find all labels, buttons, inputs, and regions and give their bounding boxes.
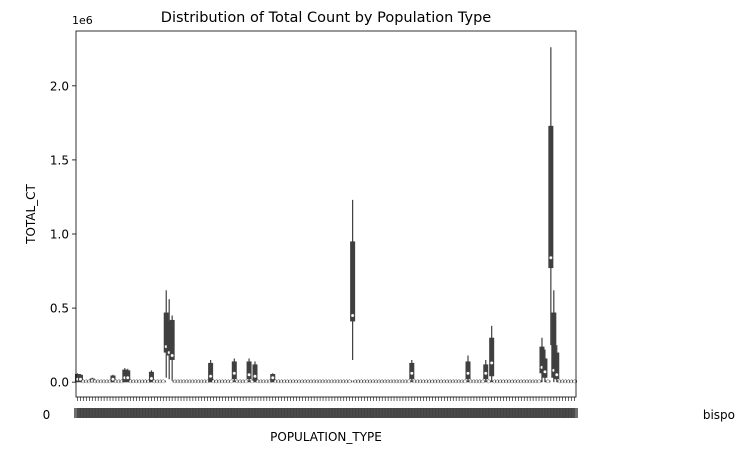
violin-box xyxy=(163,312,169,353)
plot-area xyxy=(74,47,578,384)
violin-median xyxy=(229,379,234,384)
x-tick-label-fragment-left: 0 xyxy=(43,408,51,422)
violin-box xyxy=(252,364,258,381)
violin-box xyxy=(489,337,495,377)
y-tick-label: 0.5 xyxy=(50,302,69,316)
y-axis: 0.0 0.5 1.0 1.5 2.0 xyxy=(50,79,76,390)
x-axis-label: POPULATION_TYPE xyxy=(270,430,382,444)
violin-box xyxy=(548,125,554,269)
y-axis-label: TOTAL_CT xyxy=(24,183,38,244)
violin-box xyxy=(465,361,471,380)
violin-median xyxy=(489,361,494,365)
violin-median xyxy=(78,377,83,381)
violin-median xyxy=(126,375,130,380)
violin-median xyxy=(410,371,414,376)
violin-median xyxy=(347,379,352,384)
violin-box xyxy=(246,361,252,380)
violin-median xyxy=(481,379,485,384)
violin-median xyxy=(170,353,174,358)
violin-box xyxy=(539,346,545,374)
axes-frame xyxy=(75,30,577,398)
violin-box xyxy=(166,321,172,356)
violin-box xyxy=(554,352,560,380)
y-tick-label: 1.5 xyxy=(50,153,69,167)
y-tick-label: 2.0 xyxy=(50,79,69,93)
violin-box xyxy=(231,361,237,380)
chart-title: Distribution of Total Count by Populatio… xyxy=(161,10,491,26)
y-tick-label: 0.0 xyxy=(50,376,69,390)
violin-box xyxy=(350,241,356,322)
x-tick-label-fragment-right: bispo xyxy=(703,408,735,422)
violin-median xyxy=(546,379,550,384)
violin-median xyxy=(208,374,213,379)
violin-median xyxy=(555,373,559,377)
violin-median xyxy=(407,379,411,384)
violin-box xyxy=(409,362,415,380)
violin-median xyxy=(463,379,467,384)
violin-median xyxy=(543,370,547,374)
violin-median xyxy=(149,376,154,381)
violin-box xyxy=(169,319,175,360)
violin-median xyxy=(244,379,248,384)
x-axis xyxy=(73,397,579,418)
violin-median xyxy=(484,371,488,376)
y-axis-offset-label: 1e6 xyxy=(72,14,93,27)
violin-median xyxy=(161,379,166,384)
y-tick-label: 1.0 xyxy=(50,228,69,242)
violin-box xyxy=(551,312,557,378)
violin-median xyxy=(466,371,470,376)
violin-box xyxy=(122,369,128,383)
violin-median xyxy=(549,255,553,260)
x-tick-label-overlap xyxy=(571,408,579,418)
violin-median xyxy=(350,313,355,318)
violin-median xyxy=(253,374,257,379)
violin-box xyxy=(208,362,214,383)
violin-median xyxy=(537,379,541,384)
violin-median xyxy=(486,379,491,384)
violin-median xyxy=(270,375,275,380)
violin-median xyxy=(111,377,115,381)
violin-median xyxy=(232,371,237,376)
violin-box xyxy=(542,358,548,378)
violin-median xyxy=(247,373,251,377)
